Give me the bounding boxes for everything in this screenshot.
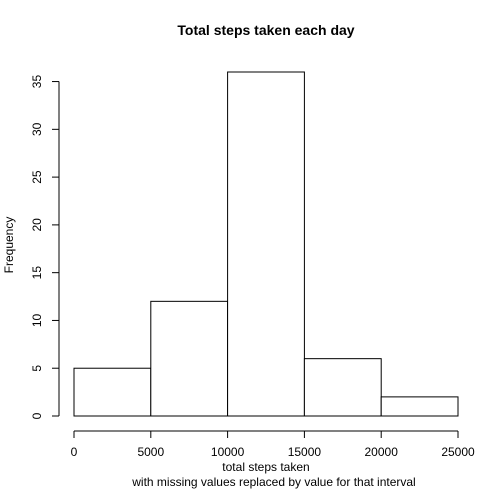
y-tick-label: 30 <box>30 122 44 136</box>
x-tick-label: 0 <box>71 445 78 459</box>
histogram-bar <box>303 358 382 417</box>
x-axis-label: total steps taken <box>222 460 309 474</box>
y-tick-label: 15 <box>30 266 44 280</box>
x-axis: 0 5000 10000 15000 20000 25000 <box>71 430 475 459</box>
y-tick-label: 35 <box>30 75 44 89</box>
y-axis-label: Frequency <box>2 217 16 274</box>
histogram-bar <box>227 71 305 417</box>
x-tick-label: 5000 <box>137 445 164 459</box>
y-tick-label: 10 <box>30 313 44 327</box>
x-tick-label: 20000 <box>365 445 399 459</box>
y-tick-label: 5 <box>30 365 44 372</box>
y-tick-label: 0 <box>30 412 44 419</box>
x-tick-label: 10000 <box>211 445 245 459</box>
histogram-bar <box>150 300 229 417</box>
y-axis: 0 5 10 15 20 25 30 35 <box>30 75 60 419</box>
y-tick-label: 25 <box>30 170 44 184</box>
x-tick-label: 15000 <box>288 445 322 459</box>
histogram-bar <box>73 367 152 417</box>
chart-title: Total steps taken each day <box>177 22 354 38</box>
bars-group <box>73 71 459 417</box>
x-tick-label: 25000 <box>441 445 475 459</box>
histogram-bar <box>380 396 459 417</box>
x-axis-sublabel: with missing values replaced by value fo… <box>131 475 415 489</box>
y-tick-label: 20 <box>30 218 44 232</box>
